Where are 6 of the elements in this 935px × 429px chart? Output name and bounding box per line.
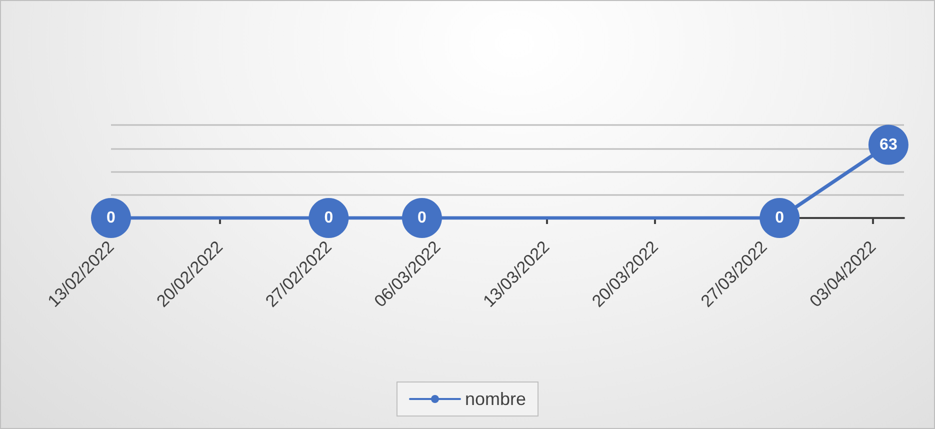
legend-label: nombre (464, 389, 526, 409)
data-label: 63 (880, 136, 898, 154)
data-label: 0 (418, 210, 427, 226)
data-label: 0 (106, 210, 116, 226)
data-label: 0 (324, 210, 334, 226)
data-label: 0 (775, 210, 784, 226)
